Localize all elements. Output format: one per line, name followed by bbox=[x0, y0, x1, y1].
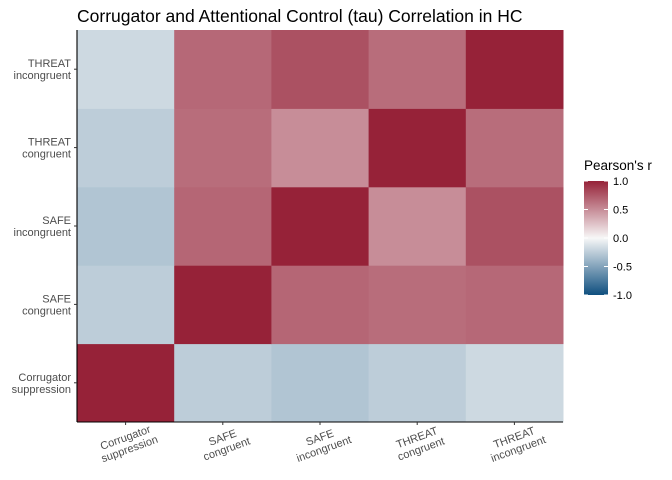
x-tick-label-group: SAFEcongruent bbox=[198, 424, 252, 464]
legend: Pearson's r 1.0 0.5 0.0 -0.5 -1.0 bbox=[584, 158, 652, 302]
legend-tick-label: 0.0 bbox=[613, 233, 628, 245]
x-tick-label-group: SAFEincongruent bbox=[291, 423, 353, 465]
heatmap-cell bbox=[174, 186, 272, 266]
heatmap-cell bbox=[77, 343, 175, 423]
heatmap-cell bbox=[77, 108, 175, 188]
heatmap-cell bbox=[465, 343, 564, 423]
heatmap-cell bbox=[368, 30, 467, 109]
legend-ticks: 1.0 0.5 0.0 -0.5 -1.0 bbox=[584, 176, 632, 302]
heatmap-cell bbox=[368, 108, 467, 188]
x-tick-label: THREATcongruent bbox=[392, 424, 446, 463]
y-tick-labels: Corrugator suppression SAFE congruent SAFE in… bbox=[12, 58, 77, 396]
legend-tick-label: 0.5 bbox=[613, 205, 628, 217]
y-tick-label: THREAT incongruent bbox=[14, 58, 72, 82]
legend-tick-label: -1.0 bbox=[613, 290, 632, 302]
x-tick-label-group: Corrugatorsuppression bbox=[96, 422, 160, 465]
chart-title: Corrugator and Attentional Control (tau)… bbox=[77, 6, 523, 26]
x-tick-label: Corrugatorsuppression bbox=[96, 422, 160, 465]
heatmap-cell bbox=[465, 30, 564, 109]
x-tick-label: SAFEincongruent bbox=[291, 423, 353, 465]
heatmap-cell bbox=[465, 108, 564, 188]
y-tick-label: THREAT congruent bbox=[22, 137, 71, 161]
heatmap-cell bbox=[368, 186, 467, 266]
heatmap-cell bbox=[271, 186, 370, 266]
y-tick-label: SAFE incongruent bbox=[14, 215, 72, 239]
heatmap-cell bbox=[271, 265, 370, 345]
heatmap-cell bbox=[77, 186, 175, 266]
heatmap-cells bbox=[77, 30, 564, 423]
x-tick-label-group: THREATcongruent bbox=[392, 424, 446, 463]
heatmap-cell bbox=[174, 30, 272, 109]
y-tick-label: Corrugator suppression bbox=[12, 372, 72, 396]
heatmap-cell bbox=[77, 265, 175, 345]
y-tick-label: SAFE congruent bbox=[22, 293, 71, 317]
x-tick-label: THREATincongruent bbox=[485, 423, 547, 465]
legend-tick-label: 1.0 bbox=[613, 176, 628, 188]
legend-tick-label: -0.5 bbox=[613, 262, 632, 274]
heatmap-cell bbox=[271, 108, 370, 188]
heatmap-cell bbox=[465, 186, 564, 266]
heatmap-cell bbox=[465, 265, 564, 345]
heatmap-cell bbox=[368, 343, 467, 423]
heatmap-cell bbox=[174, 108, 272, 188]
heatmap-cell bbox=[271, 30, 370, 109]
x-tick-label: SAFEcongruent bbox=[198, 424, 252, 463]
x-tick-labels: Corrugatorsuppression SAFEcongruent SAFEin… bbox=[96, 422, 548, 465]
heatmap-cell bbox=[368, 265, 467, 345]
heatmap-cell bbox=[174, 343, 272, 423]
heatmap-cell bbox=[77, 30, 175, 109]
heatmap-cell bbox=[174, 265, 272, 345]
x-tick-label-group: THREATincongruent bbox=[485, 423, 547, 465]
legend-title: Pearson's r bbox=[584, 158, 652, 173]
heatmap-cell bbox=[271, 343, 370, 423]
